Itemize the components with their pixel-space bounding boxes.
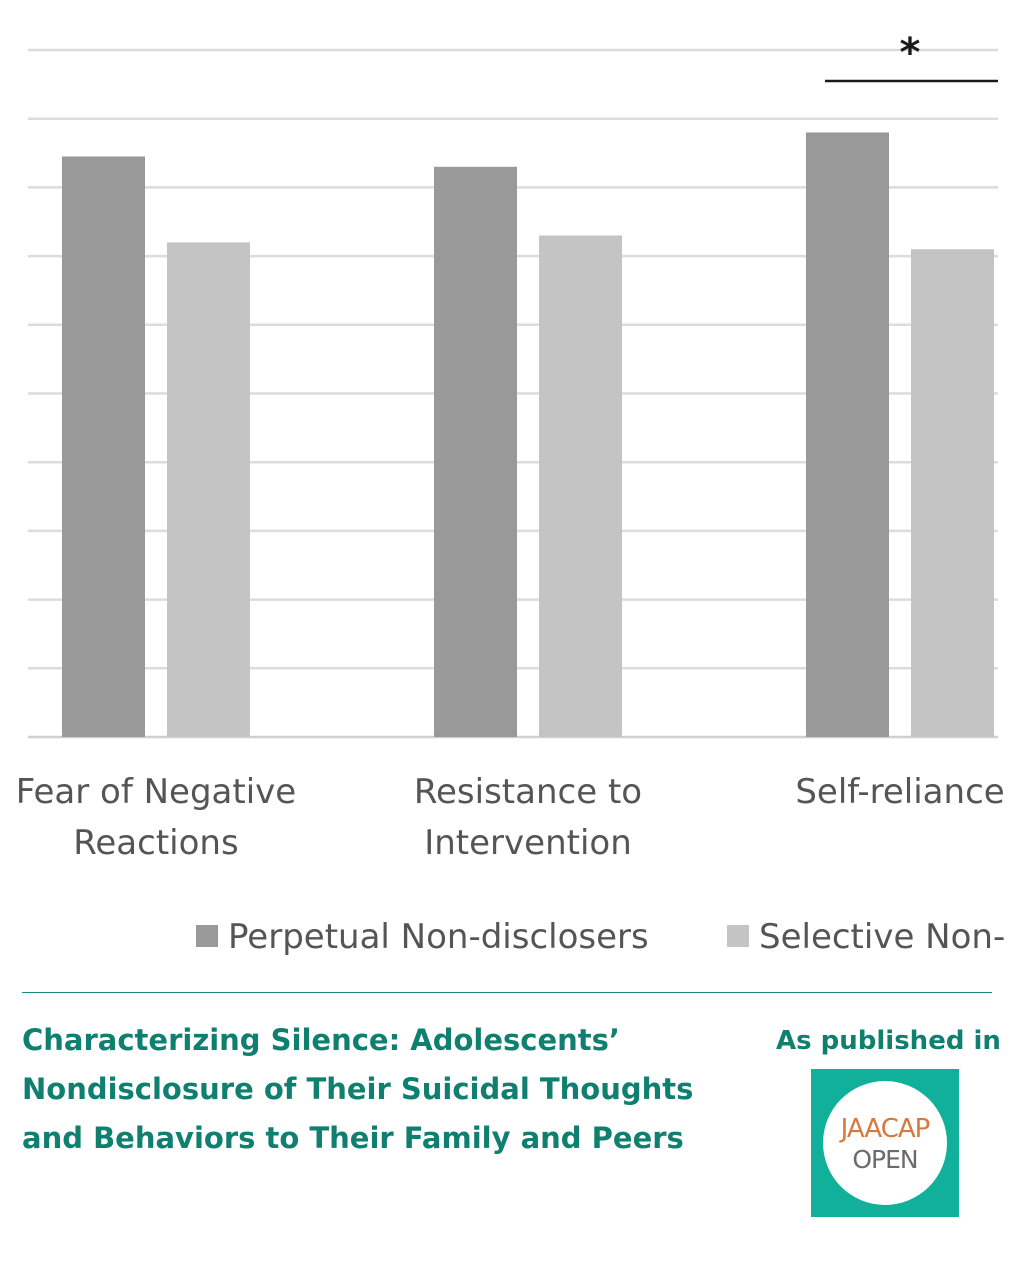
bar-selective-1 bbox=[539, 235, 622, 738]
article-title: Characterizing Silence: Adolescents’ Non… bbox=[22, 1023, 694, 1155]
bar-selective-2 bbox=[911, 249, 994, 738]
journal-logo[interactable]: JAACAP OPEN bbox=[811, 1069, 959, 1217]
legend-swatch bbox=[727, 925, 749, 947]
legend-label: Perpetual Non-disclosers bbox=[228, 917, 649, 957]
logo-text-open: OPEN bbox=[852, 1145, 918, 1174]
significance-marker: * bbox=[900, 30, 921, 76]
category-label: Self-reliance bbox=[795, 772, 1004, 812]
category-label: Reactions bbox=[73, 823, 238, 863]
divider-line bbox=[22, 992, 992, 993]
category-label: Resistance to bbox=[414, 772, 642, 812]
category-label: Fear of Negative bbox=[16, 772, 296, 812]
legend-swatch bbox=[196, 925, 218, 947]
logo-text-jaacap: JAACAP bbox=[840, 1114, 931, 1144]
bar-perpetual-2 bbox=[806, 132, 889, 737]
published-in-label: As published in bbox=[776, 1026, 1001, 1056]
bar-perpetual-1 bbox=[434, 166, 517, 738]
bar-selective-0 bbox=[167, 242, 250, 738]
bar-chart: Fear of Negative Reactions Resistance to In… bbox=[16, 30, 1005, 957]
bar-perpetual-0 bbox=[62, 156, 145, 738]
logo-circle bbox=[823, 1081, 947, 1205]
legend-label: Selective Non- bbox=[759, 917, 1005, 957]
category-label: Intervention bbox=[424, 823, 632, 863]
chart-svg: Fear of Negative Reactions Resistance to In… bbox=[16, 30, 1005, 957]
